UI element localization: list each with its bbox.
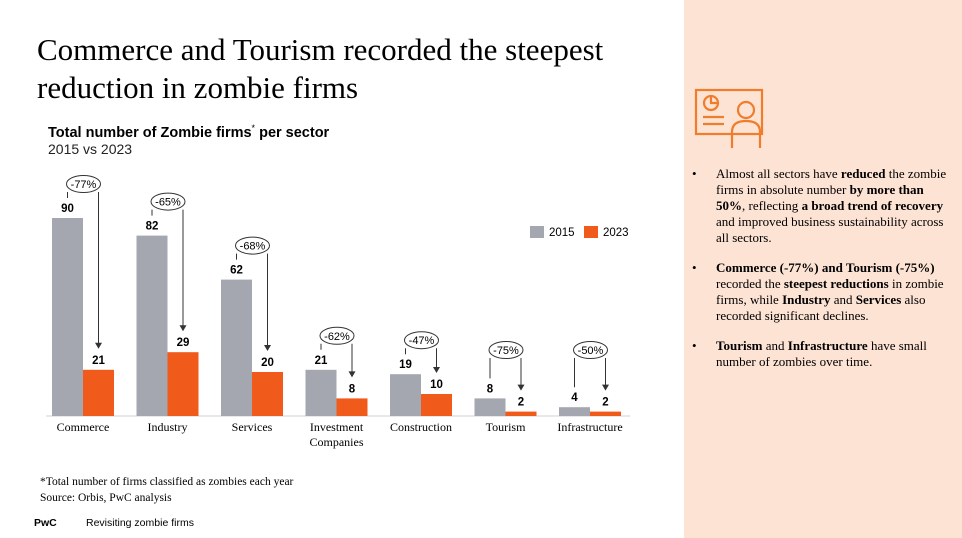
- legend-swatch-2015: [530, 226, 544, 238]
- bar-2023: [336, 398, 368, 416]
- bullet-text: reduced: [840, 166, 886, 181]
- change-arrowhead: [179, 325, 187, 332]
- bullet-text: Commerce (-77%) and Tourism (-75%): [716, 260, 935, 275]
- change-bubble: [235, 236, 270, 255]
- value-label-2023: 2: [602, 397, 608, 409]
- bar-2023: [421, 394, 452, 416]
- change-bubble: [488, 341, 524, 359]
- bullet-text: Infrastructure: [787, 338, 868, 353]
- change-bubble: [573, 341, 608, 359]
- bar-chart: 9021-77%Commerce8229-65%Industry6220-68%…: [46, 175, 630, 449]
- change-arrowhead: [433, 367, 440, 373]
- slide-title: Commerce and Tourism recorded the steepe…: [37, 32, 604, 105]
- value-label-2023: 8: [349, 383, 356, 395]
- bullet-text: also recorded significant declines.: [716, 292, 926, 323]
- category-label: Industry: [148, 420, 188, 434]
- change-label: -62%: [324, 331, 350, 343]
- change-arrowhead: [264, 345, 271, 351]
- change-label: -47%: [409, 335, 435, 347]
- value-label-2015: 62: [230, 265, 243, 277]
- legend-label-2015: 2015: [549, 227, 575, 239]
- footer-text: Revisiting zombie firms: [86, 517, 194, 529]
- bullet-text: have small number of zombies over time.: [716, 338, 927, 369]
- value-label-2015: 21: [315, 355, 328, 367]
- bullet-text: the zombie firms in absolute number: [716, 166, 947, 197]
- bullet-text: in zombie firms, while: [716, 276, 944, 307]
- value-label-2023: 29: [177, 337, 190, 349]
- bar-2023: [252, 372, 283, 416]
- value-label-2023: 10: [430, 379, 443, 391]
- bullet-text: a broad trend of recovery: [801, 198, 944, 213]
- value-label-2015: 4: [571, 392, 578, 404]
- value-label-2015: 90: [61, 203, 74, 215]
- chart-title-mark: *: [251, 123, 256, 133]
- change-arrowhead: [95, 342, 102, 349]
- chart-title-suffix: per sector: [255, 124, 330, 141]
- category-label: Tourism: [486, 420, 526, 434]
- change-arrowhead: [348, 371, 356, 378]
- change-label: -77%: [71, 179, 97, 191]
- bullet-text: Tourism: [716, 338, 763, 353]
- value-label-2023: 2: [518, 397, 524, 409]
- bar-2015: [221, 279, 252, 416]
- change-label: -68%: [240, 241, 266, 253]
- value-label-2023: 21: [92, 355, 105, 367]
- category-label: Construction: [390, 420, 452, 434]
- insight-bullet: Commerce (-77%) and Tourism (-75%) recor…: [692, 260, 954, 324]
- insights-panel: Almost all sectors have reduced the zomb…: [684, 0, 962, 538]
- legend-swatch-2023: [584, 226, 598, 238]
- value-label-2015: 8: [487, 383, 494, 395]
- bullet-text: , reflecting: [742, 198, 802, 213]
- category-label: Commerce: [57, 420, 110, 434]
- bar-2023: [590, 411, 621, 416]
- footnote: *Total number of firms classified as zom…: [40, 476, 294, 488]
- bar-2023: [83, 369, 114, 416]
- change-arrowhead: [517, 384, 525, 391]
- bullet-text: steepest reductions: [783, 276, 889, 291]
- change-label: -50%: [578, 345, 604, 357]
- value-label-2015: 19: [399, 359, 412, 371]
- bullet-text: Industry: [782, 292, 831, 307]
- bar-2023: [505, 411, 537, 416]
- insight-bullets: Almost all sectors have reduced the zomb…: [692, 166, 954, 384]
- bar-2015: [390, 374, 421, 416]
- bar-2015: [474, 398, 506, 416]
- presentation-icon: [694, 88, 764, 148]
- bar-2023: [167, 352, 199, 416]
- bullet-text: by more than 50%: [716, 182, 924, 213]
- value-label-2023: 20: [261, 357, 274, 369]
- chart-title: Total number of Zombie firms* per sector: [48, 123, 329, 141]
- bullet-text: and: [830, 292, 856, 307]
- bullet-text: and improved business sustainability acr…: [716, 214, 944, 245]
- change-label: -75%: [493, 345, 519, 357]
- change-arrowhead: [602, 384, 609, 391]
- change-bubble: [404, 331, 439, 350]
- category-label: Services: [232, 420, 273, 434]
- bar-2015: [559, 407, 590, 416]
- insight-bullet: Almost all sectors have reduced the zomb…: [692, 166, 954, 246]
- legend-label-2023: 2023: [603, 227, 629, 239]
- chart-title-text: Total number of Zombie firms: [48, 124, 252, 141]
- change-bubble: [150, 192, 186, 211]
- bullet-text: and: [762, 338, 788, 353]
- bar-2015: [52, 218, 83, 416]
- change-label: -65%: [155, 197, 181, 209]
- insight-bullet: Tourism and Infrastructure have small nu…: [692, 338, 954, 370]
- value-label-2015: 82: [146, 221, 159, 233]
- change-bubble: [66, 175, 101, 193]
- change-bubble: [319, 326, 355, 345]
- chart-subtitle: 2015 vs 2023: [48, 141, 133, 157]
- bar-2015: [305, 369, 337, 416]
- source-note: Source: Orbis, PwC analysis: [40, 492, 172, 504]
- bullet-text: Almost all sectors have: [716, 166, 841, 181]
- bullet-text: Services: [855, 292, 902, 307]
- category-label: Infrastructure: [557, 420, 622, 434]
- brand-label: PwC: [34, 517, 57, 529]
- bar-2015: [136, 235, 168, 416]
- category-label: Companies: [310, 435, 364, 449]
- category-label: Investment: [310, 420, 364, 434]
- bullet-text: recorded the: [716, 276, 784, 291]
